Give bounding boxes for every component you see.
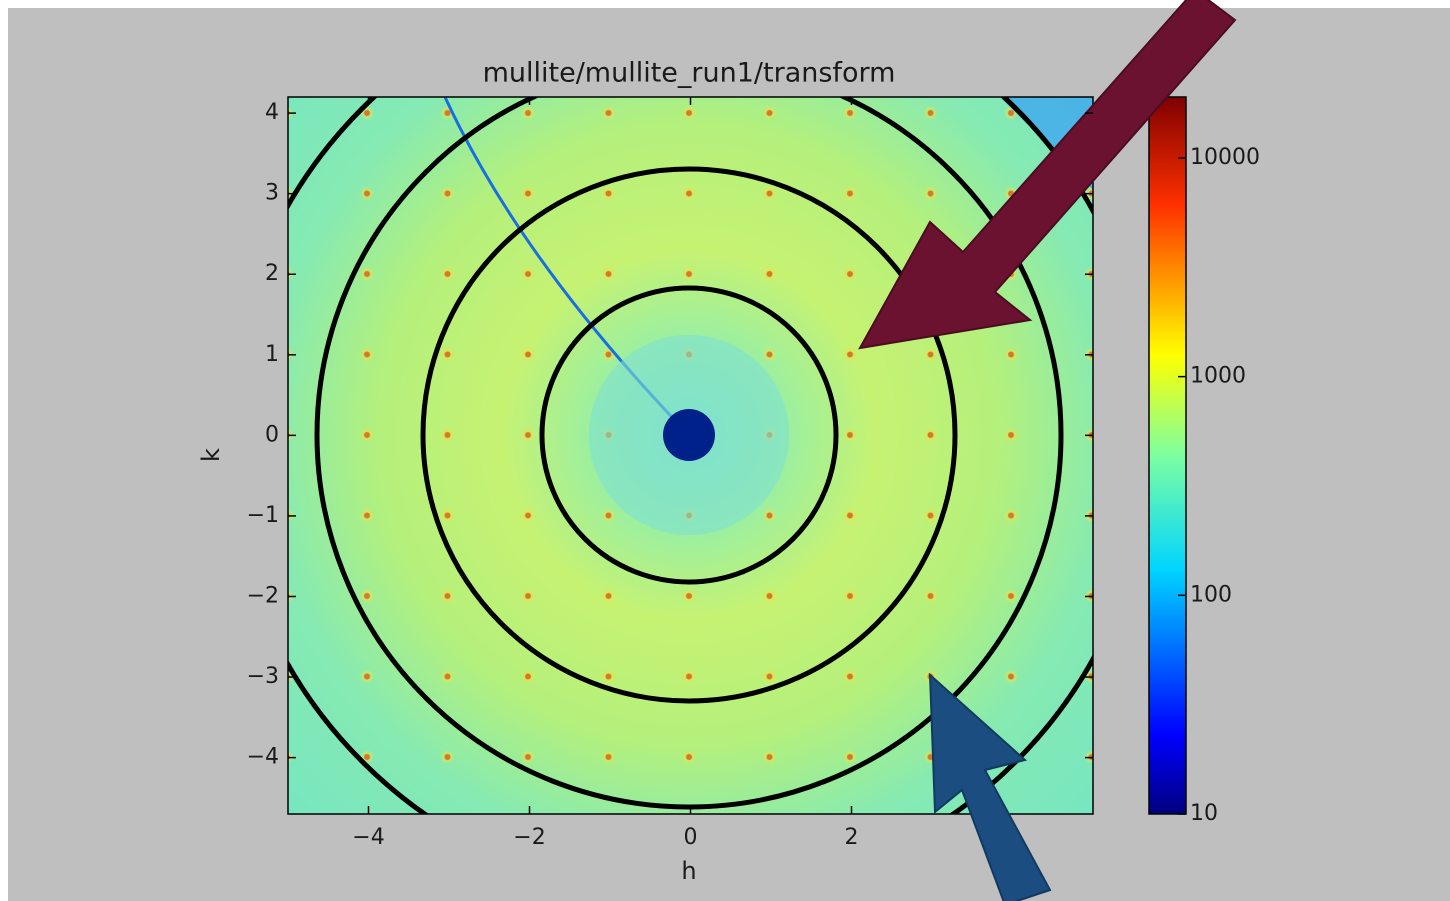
y-tick-label: 3 [265, 181, 279, 206]
x-axis-label: h [681, 857, 696, 885]
y-tick-label: 4 [265, 100, 279, 125]
y-tick-label: 1 [265, 342, 279, 367]
chart-title: mullite/mullite_run1/transform [483, 58, 896, 89]
x-tick-label: −4 [352, 825, 384, 850]
y-axis-label: k [197, 448, 225, 462]
colorbar-tick-label: 10000 [1190, 145, 1260, 170]
colorbar-tick-label: 100 [1190, 582, 1232, 607]
y-tick-label: −4 [247, 745, 279, 770]
center-spot [663, 409, 715, 461]
chart: mullite/mullite_run1/transform h k −4 −2 0… [0, 0, 1450, 901]
y-tick-label: −3 [247, 664, 279, 689]
y-tick-label: −1 [247, 503, 279, 528]
x-tick-label: 0 [684, 825, 698, 850]
colorbar-tick-label: 1000 [1190, 364, 1246, 389]
y-tick-label: 2 [265, 261, 279, 286]
x-tick-label: 2 [845, 825, 859, 850]
colorbar-tick-label: 10 [1190, 801, 1218, 826]
y-tick-label: −2 [247, 583, 279, 608]
y-tick-label: 0 [265, 422, 279, 447]
colorbar [1149, 97, 1186, 814]
x-tick-label: −2 [513, 825, 545, 850]
